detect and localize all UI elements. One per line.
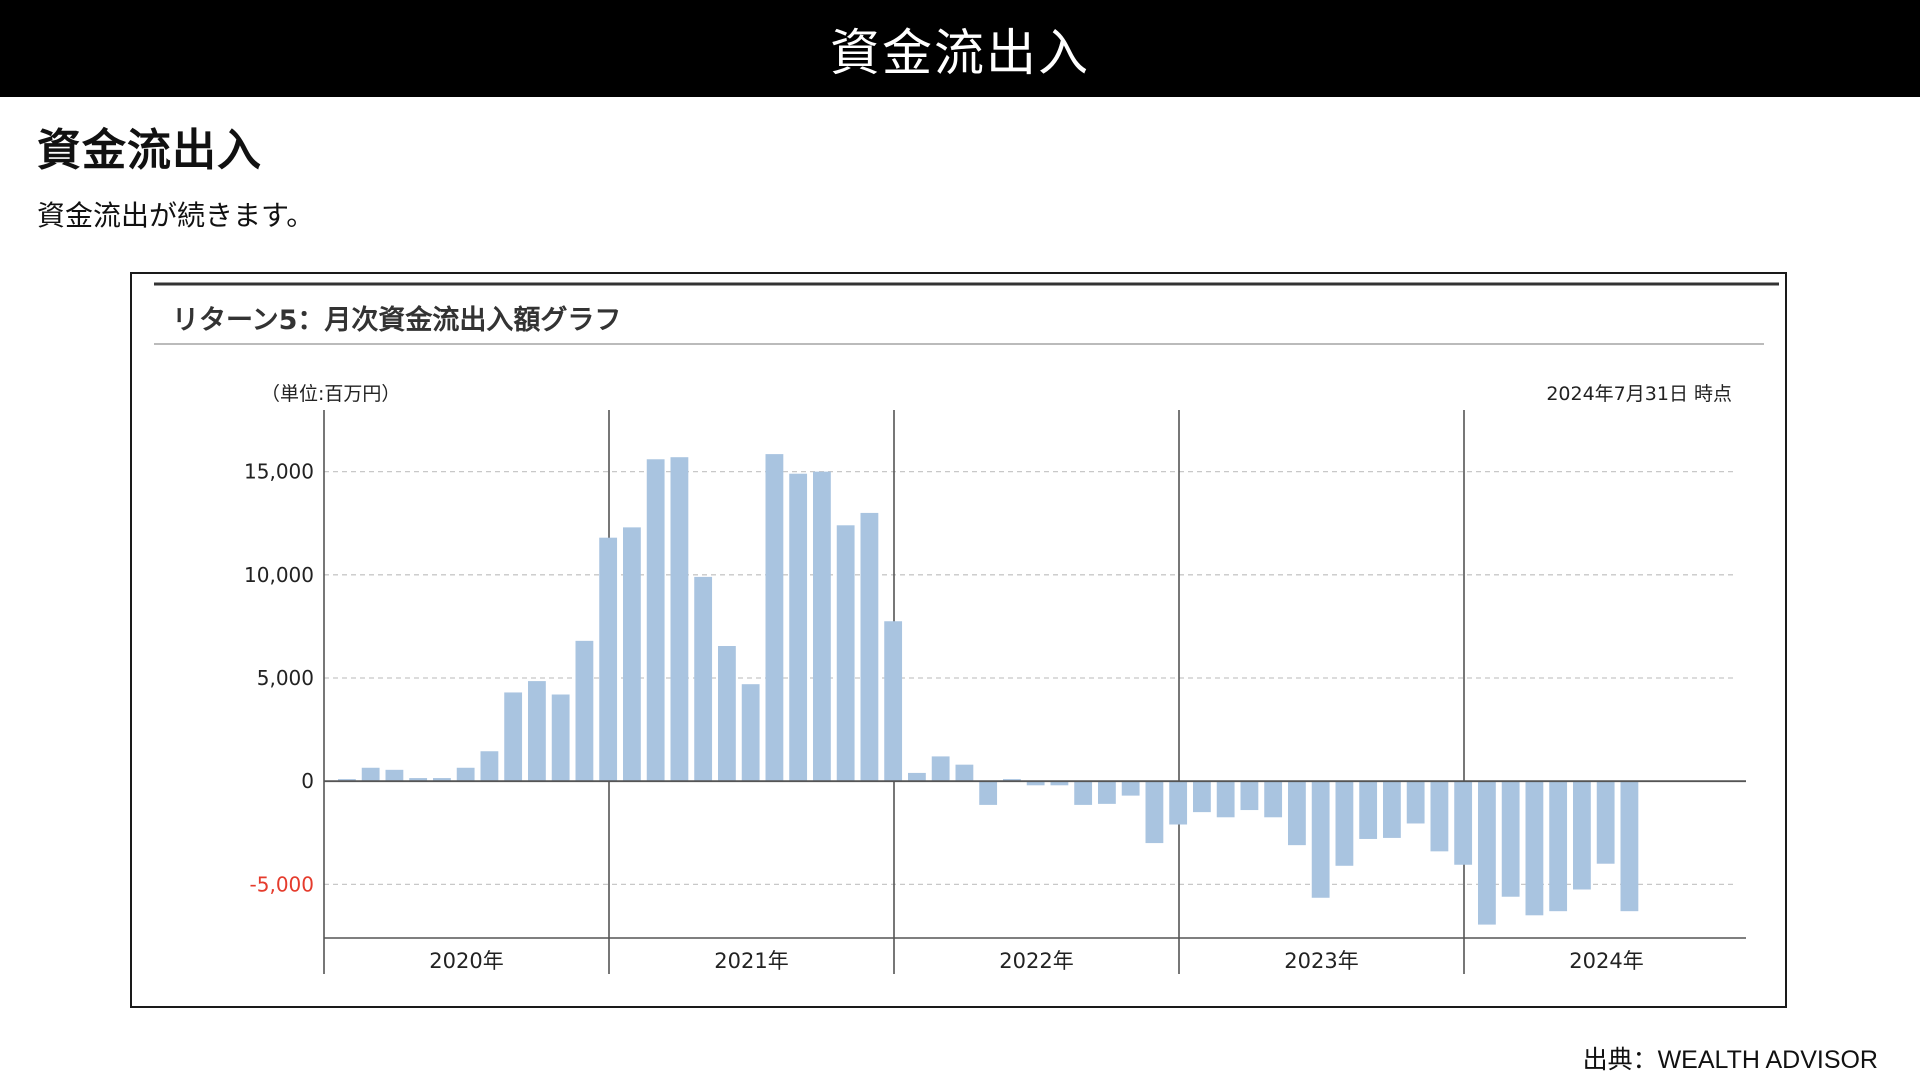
x-year-label: 2024年: [1569, 949, 1643, 973]
chart-panel: リターン5：月次資金流出入額グラフ （単位:百万円） 2024年7月31日 時点…: [130, 272, 1787, 1008]
y-tick-label: 15,000: [244, 460, 314, 484]
bar: [480, 751, 499, 782]
bar: [551, 694, 570, 782]
bar: [528, 681, 546, 782]
bar: [1145, 781, 1164, 844]
bar: [1074, 781, 1093, 805]
bar: [955, 764, 974, 782]
unit-label: （単位:百万円）: [261, 383, 400, 405]
bar: [1620, 781, 1639, 912]
bar: [1430, 781, 1449, 852]
bar: [979, 781, 998, 805]
bar: [1573, 781, 1591, 890]
y-tick-label: -5,000: [250, 872, 314, 896]
bar: [575, 640, 594, 782]
bar: [1359, 781, 1378, 839]
page-subtitle: 資金流出が続きます。: [37, 199, 315, 232]
bar: [813, 471, 831, 782]
bar: [931, 756, 950, 782]
x-year-label: 2023年: [1284, 949, 1358, 973]
bar: [1098, 781, 1116, 804]
bar: [1050, 781, 1069, 786]
bar: [1264, 781, 1283, 818]
bar: [765, 454, 784, 782]
bar: [836, 525, 855, 782]
bar: [646, 459, 665, 782]
bar: [1549, 781, 1568, 912]
bar: [361, 767, 380, 782]
y-tick-label: 0: [301, 769, 314, 793]
bar: [1169, 781, 1188, 825]
as-of-label: 2024年7月31日 時点: [1546, 383, 1732, 405]
bar: [1525, 781, 1544, 916]
bar: [1335, 781, 1354, 866]
bar: [694, 576, 713, 782]
bar: [1478, 781, 1496, 925]
bar: [1454, 781, 1473, 865]
page-heading: 資金流出入: [37, 125, 262, 176]
x-year-label: 2022年: [999, 949, 1073, 973]
bar: [1216, 781, 1235, 818]
fund-flow-chart: リターン5：月次資金流出入額グラフ （単位:百万円） 2024年7月31日 時点…: [154, 282, 1779, 974]
bar: [409, 778, 428, 782]
x-year-label: 2020年: [429, 949, 503, 973]
bar: [1026, 781, 1045, 786]
bar: [1121, 781, 1140, 796]
bar: [338, 779, 356, 782]
bar: [1240, 781, 1259, 811]
bar: [1193, 781, 1211, 813]
bar: [860, 512, 879, 782]
bar: [789, 473, 808, 782]
bar: [741, 684, 760, 782]
bar: [670, 457, 689, 782]
bar: [385, 769, 404, 782]
bar: [504, 692, 523, 782]
y-tick-label: 5,000: [257, 666, 314, 690]
bar: [1501, 781, 1520, 897]
bar: [1311, 781, 1330, 898]
bar: [1406, 781, 1425, 824]
y-tick-label: 10,000: [244, 563, 314, 587]
bar: [599, 537, 618, 782]
bar: [908, 772, 926, 782]
bar: [623, 527, 641, 782]
x-year-label: 2021年: [714, 949, 788, 973]
bar: [1383, 781, 1401, 838]
top-banner-title: 資金流出入: [0, 0, 1920, 97]
bar: [456, 767, 475, 782]
source-note: 出典：WEALTH ADVISOR: [1582, 1046, 1878, 1074]
bar: [1596, 781, 1615, 864]
bar: [718, 646, 736, 782]
bar: [433, 778, 451, 782]
bar: [1288, 781, 1306, 846]
bar: [884, 621, 903, 782]
bar: [1003, 779, 1021, 782]
chart-title: リターン5：月次資金流出入額グラフ: [172, 304, 621, 336]
